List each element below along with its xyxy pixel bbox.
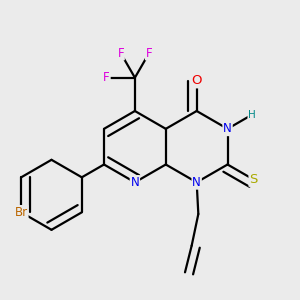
Text: Br: Br	[15, 206, 28, 219]
Text: F: F	[103, 71, 110, 84]
Text: F: F	[117, 46, 124, 60]
Text: F: F	[146, 46, 152, 60]
Text: N: N	[130, 176, 139, 189]
Text: N: N	[192, 176, 201, 189]
Text: N: N	[223, 122, 232, 135]
Text: H: H	[248, 110, 256, 120]
Text: S: S	[249, 173, 258, 186]
Text: O: O	[191, 74, 202, 88]
